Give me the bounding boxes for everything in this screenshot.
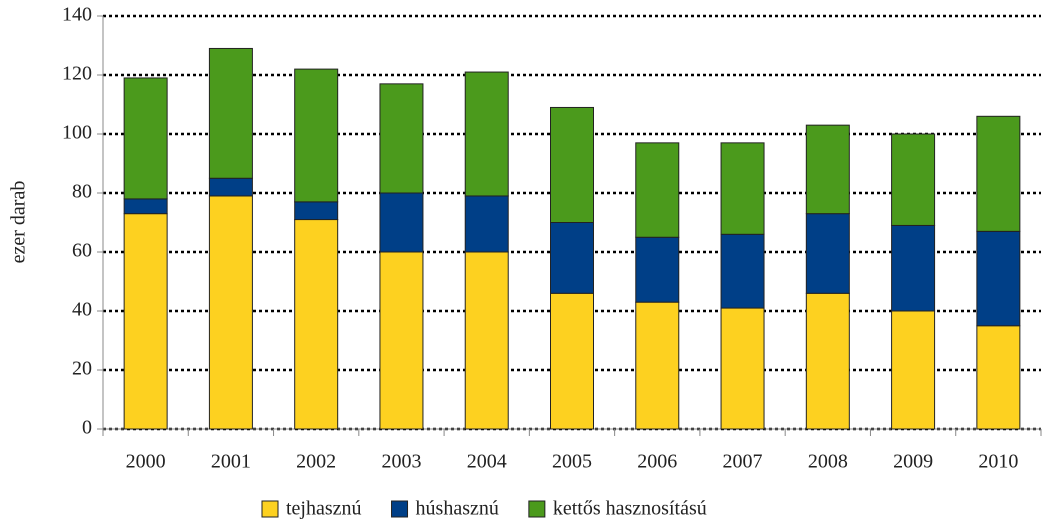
bar-segment <box>464 251 509 430</box>
bar-segment <box>208 195 253 430</box>
bar-segment <box>379 251 424 430</box>
x-tick-label: 2008 <box>808 451 848 473</box>
x-tick-label: 2003 <box>381 451 421 473</box>
bar-segment <box>805 292 850 430</box>
bar-segment <box>635 236 680 303</box>
bar-segment <box>720 307 765 430</box>
bar-segment <box>123 198 168 215</box>
legend-label: húshasznú <box>416 498 499 520</box>
x-tick-label: 2004 <box>467 451 507 473</box>
bar-segment <box>294 201 339 221</box>
x-tick-label: 2006 <box>637 451 677 473</box>
x-tick-label: 2009 <box>893 451 933 473</box>
bar-segment <box>550 106 594 223</box>
bar-segment <box>635 142 680 238</box>
bar-segment <box>464 195 509 253</box>
bar-segment <box>294 68 339 203</box>
bar-segment <box>976 325 1021 430</box>
bar-segment <box>805 124 850 215</box>
y-tick-label: 100 <box>62 122 92 144</box>
bar-segment <box>805 213 850 294</box>
legend-label: tejhasznú <box>286 498 362 520</box>
y-tick-label: 0 <box>82 417 92 439</box>
x-tick-label: 2010 <box>978 451 1018 473</box>
x-tick-label: 2007 <box>723 451 763 473</box>
bar-segment <box>891 224 936 312</box>
y-tick-label: 20 <box>72 358 92 380</box>
bar-segment <box>379 192 424 253</box>
y-tick-label: 120 <box>62 63 92 85</box>
legend-label: kettős hasznosítású <box>553 498 707 520</box>
bar-segment <box>208 177 253 197</box>
y-tick-label: 80 <box>72 181 92 203</box>
legend-swatch <box>528 500 546 518</box>
bar-segment <box>635 301 680 430</box>
bar-segment <box>550 222 594 294</box>
x-tick-label: 2001 <box>211 451 251 473</box>
y-tick-label: 60 <box>72 240 92 262</box>
bar-segment <box>976 115 1021 232</box>
bar-segment <box>891 310 936 430</box>
y-tick-label: 140 <box>62 4 92 26</box>
bar-segment <box>208 47 253 179</box>
legend-swatch <box>391 500 409 518</box>
x-tick-label: 2000 <box>126 451 166 473</box>
x-tick-label: 2005 <box>552 451 592 473</box>
bar-segment <box>720 233 765 309</box>
y-axis-label: ezer darab <box>8 181 30 264</box>
bar-segment <box>976 230 1021 327</box>
legend-swatch <box>261 500 279 518</box>
y-tick-label: 40 <box>72 299 92 321</box>
bar-segment <box>294 219 339 430</box>
bar-segment <box>550 292 594 430</box>
bar-segment <box>379 83 424 194</box>
bar-segment <box>720 142 765 235</box>
bar-segment <box>464 71 509 197</box>
bar-segment <box>123 77 168 200</box>
bar-segment <box>891 133 936 226</box>
bar-segment <box>123 213 168 430</box>
x-tick-label: 2002 <box>296 451 336 473</box>
